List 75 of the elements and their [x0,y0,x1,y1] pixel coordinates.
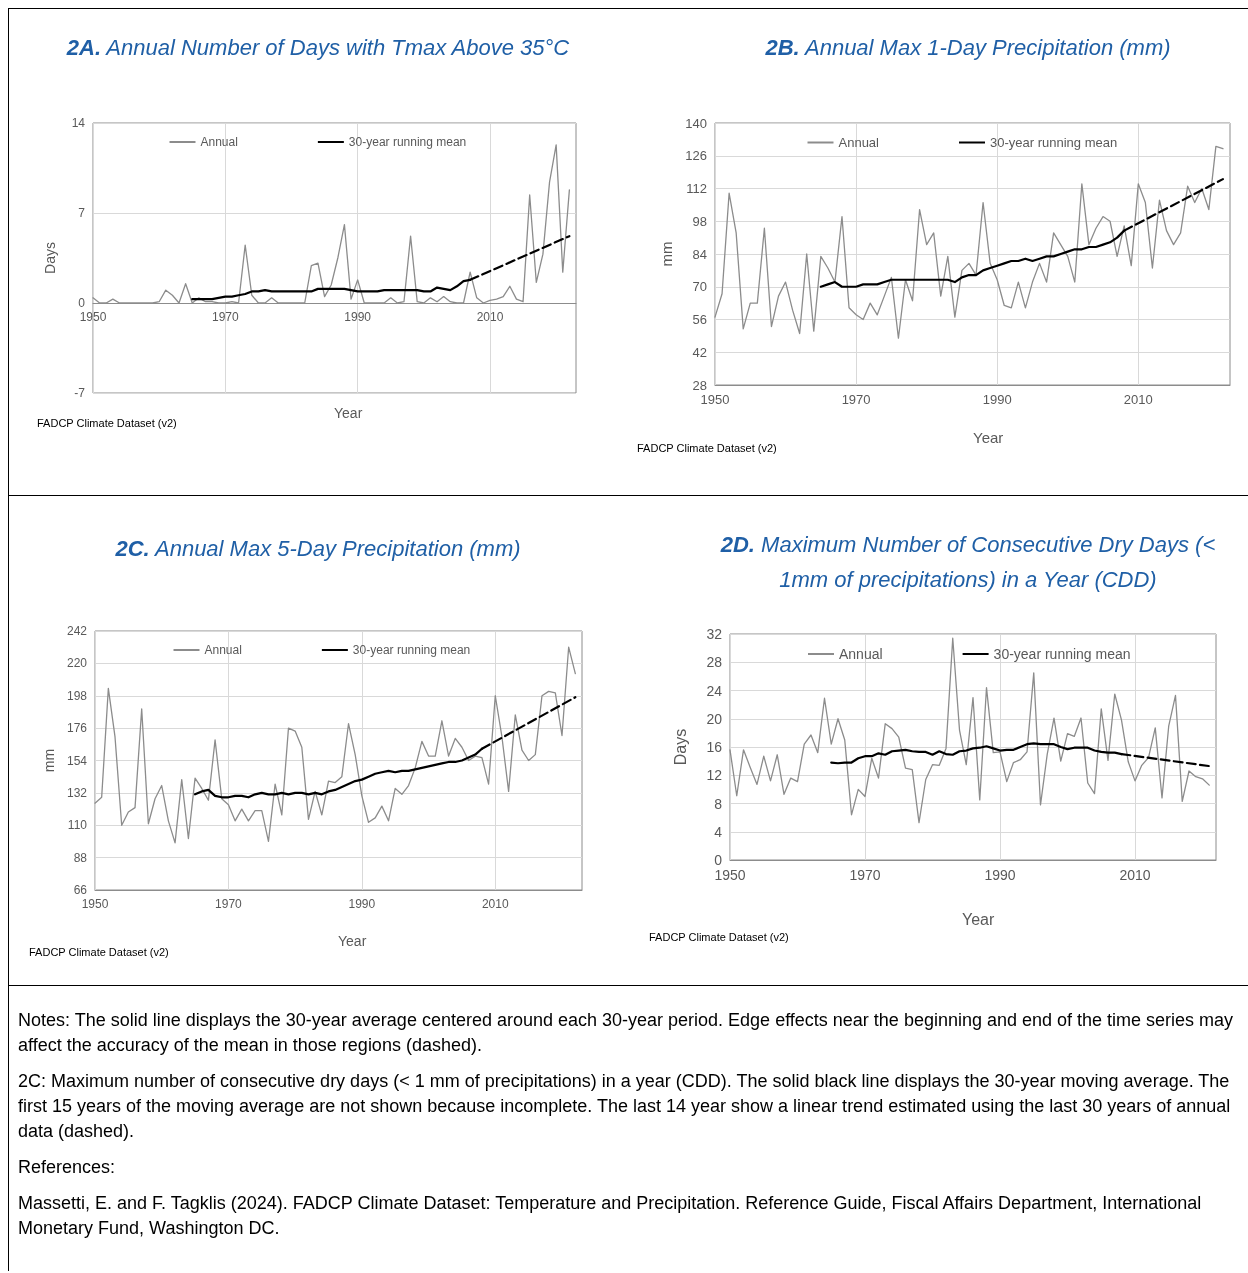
x-tick-label: 1970 [215,897,243,911]
y-tick-label: 140 [685,115,707,131]
text: References: [18,1156,117,1179]
legend-label: Annual [204,643,242,657]
x-tick-label: 2010 [476,310,504,324]
y-tick-label: 16 [706,739,723,755]
y-tick-label: 112 [686,181,707,196]
x-tick-label: 1950 [79,310,107,324]
y-tick-label: 28 [706,654,723,671]
x-tick-label: 1990 [982,392,1012,407]
y-tick-label: 12 [706,767,723,784]
x-tick-label: 1990 [344,310,372,324]
y-tick-label: 66 [73,883,88,897]
y-tick-label: 0 [714,852,723,868]
text: 2C: Maximum number of consecutive dry days (< 1 mm of precipitations) in a year (CDD). The solid black line displays the 30-year moving average. The first 15 years of the moving average are not shown because incomplete. The last 14 year show a linear trend estimated using the last 30 years of annual data (dashed). [18,1070,1232,1143]
text: FADCP Climate Dataset (v2) [649,930,789,943]
y-tick-label: 8 [714,795,723,812]
y-tick-label: 24 [706,682,723,699]
legend-label: Annual [838,135,880,150]
y-tick-label: 88 [73,850,88,865]
y-tick-label: 98 [692,213,707,229]
x-tick-label: 2010 [1123,392,1153,407]
y-tick-label: 154 [66,753,88,768]
y-axis-title: Days [42,242,58,274]
x-tick-label: 1970 [841,392,871,407]
x-axis-title: Year [338,933,367,949]
chart-title: 2C. Annual Max 5-Day Precipitation (mm) [115,536,521,561]
text: Notes: The solid line displays the 30-year average centered around each 30-year period. Edge effects near the beginning and end of the time series may affect the accuracy of the mean in those regions (dashed). [18,1009,1235,1057]
y-tick-label: 0 [78,296,86,310]
x-tick-label: 2010 [1119,867,1151,883]
text: FADCP Climate Dataset (v2) [29,945,169,958]
x-axis-title: Year [334,405,363,421]
x-tick-label: 1970 [849,867,881,883]
y-tick-label: -7 [74,386,86,400]
x-tick-label: 1950 [81,897,109,911]
y-tick-label: 56 [692,312,707,327]
y-tick-label: 220 [66,656,88,671]
y-axis-title: mm [41,748,58,773]
y-tick-label: 176 [66,721,88,736]
y-tick-label: 7 [78,206,86,220]
x-tick-label: 1990 [348,897,376,911]
text: FADCP Climate Dataset (v2) [37,416,177,429]
legend-label: 30-year running mean [993,646,1131,662]
x-axis-title: Year [973,429,1004,446]
y-tick-label: 132 [66,785,88,800]
x-tick-label: 2010 [481,897,509,911]
y-axis-title: mm [658,241,676,267]
y-tick-label: 242 [66,624,88,638]
y-tick-label: 126 [685,148,707,164]
chart-title: 2B. Annual Max 1-Day Precipitation (mm) [765,35,1171,60]
y-tick-label: 198 [66,688,88,703]
y-tick-label: 32 [706,626,723,642]
x-axis-title: Year [962,910,995,928]
y-tick-label: 110 [67,818,88,833]
legend-label: Annual [839,646,883,662]
legend-label: 30-year running mean [348,135,467,149]
legend-label: Annual [200,135,238,149]
x-tick-label: 1990 [984,867,1016,883]
y-tick-label: 42 [692,344,707,360]
chart-title: 2D. Maximum Number of Consecutive Dry Days (< 1mm of precipitations) in a Year (CDD) [720,532,1216,592]
chart-title: 2A. Annual Number of Days with Tmax Above 35°C [66,35,570,60]
x-tick-label: 1970 [211,310,239,324]
y-tick-label: 84 [692,246,707,262]
y-tick-label: 28 [692,377,707,393]
x-tick-label: 1950 [714,867,746,883]
text: FADCP Climate Dataset (v2) [637,441,777,454]
y-tick-label: 20 [706,710,723,727]
y-tick-label: 4 [714,823,723,840]
text: Massetti, E. and F. Tagklis (2024). FADCP Climate Dataset: Temperature and Precipitation. Reference Guide, Fiscal Affairs Department, International Monetary Fund, Washington DC. [18,1192,1203,1240]
legend-label: 30-year running mean [352,643,471,657]
y-axis-title: Days [671,728,689,766]
y-tick-label: 70 [692,279,707,295]
legend-label: 30-year running mean [989,135,1118,150]
x-tick-label: 1950 [700,392,730,407]
y-tick-label: 14 [71,116,86,130]
